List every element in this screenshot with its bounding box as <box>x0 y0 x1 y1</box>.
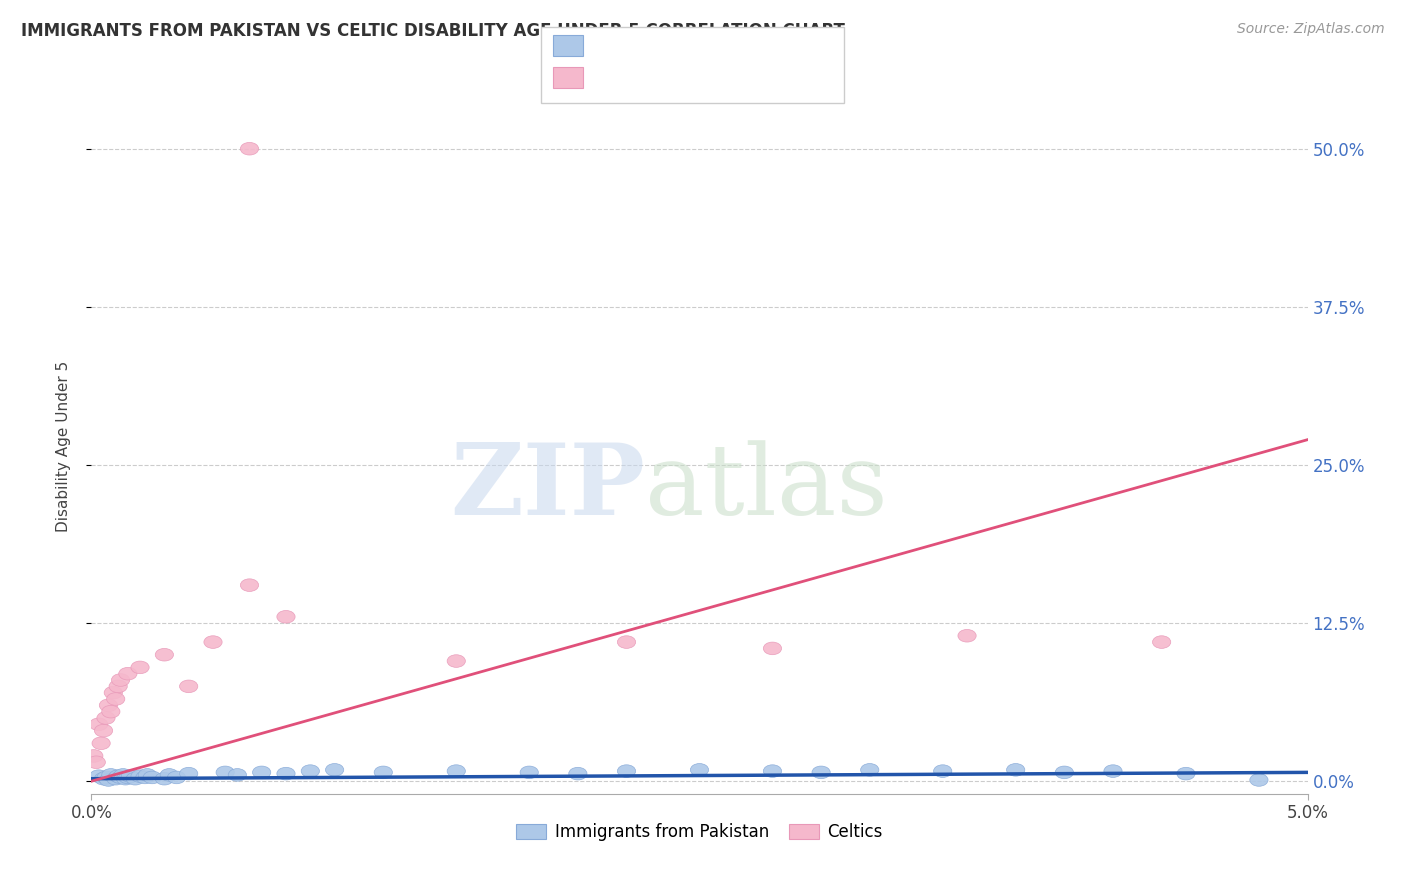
Ellipse shape <box>138 769 156 781</box>
Ellipse shape <box>228 769 246 781</box>
Ellipse shape <box>167 771 186 784</box>
Ellipse shape <box>1056 766 1073 779</box>
Ellipse shape <box>100 699 118 712</box>
Text: IMMIGRANTS FROM PAKISTAN VS CELTIC DISABILITY AGE UNDER 5 CORRELATION CHART: IMMIGRANTS FROM PAKISTAN VS CELTIC DISAB… <box>21 22 845 40</box>
Ellipse shape <box>117 772 135 785</box>
Ellipse shape <box>934 764 952 778</box>
Ellipse shape <box>763 764 782 778</box>
Ellipse shape <box>447 764 465 778</box>
Ellipse shape <box>277 610 295 624</box>
Ellipse shape <box>217 766 235 779</box>
Ellipse shape <box>91 737 110 749</box>
Ellipse shape <box>860 764 879 776</box>
Ellipse shape <box>90 770 108 782</box>
Ellipse shape <box>90 718 108 731</box>
Ellipse shape <box>374 766 392 779</box>
Ellipse shape <box>253 766 271 779</box>
Text: ZIP: ZIP <box>450 439 645 536</box>
Text: N = 42: N = 42 <box>731 37 799 54</box>
Ellipse shape <box>136 771 155 784</box>
Ellipse shape <box>155 772 173 785</box>
Ellipse shape <box>114 769 132 781</box>
Ellipse shape <box>104 686 122 699</box>
Ellipse shape <box>1153 636 1171 648</box>
Ellipse shape <box>110 680 128 693</box>
Ellipse shape <box>1007 764 1025 776</box>
Ellipse shape <box>118 667 136 680</box>
Ellipse shape <box>520 766 538 779</box>
Legend: Immigrants from Pakistan, Celtics: Immigrants from Pakistan, Celtics <box>509 817 890 848</box>
Ellipse shape <box>204 636 222 648</box>
Ellipse shape <box>690 764 709 776</box>
Ellipse shape <box>155 648 173 661</box>
Ellipse shape <box>94 772 112 785</box>
Text: R =  0.178: R = 0.178 <box>592 37 696 54</box>
Ellipse shape <box>121 770 139 782</box>
Ellipse shape <box>1177 767 1195 780</box>
Ellipse shape <box>301 764 319 778</box>
Ellipse shape <box>240 143 259 155</box>
Ellipse shape <box>131 661 149 673</box>
Ellipse shape <box>101 769 120 781</box>
Text: atlas: atlas <box>645 440 887 535</box>
Ellipse shape <box>84 749 103 763</box>
Ellipse shape <box>110 770 128 782</box>
Ellipse shape <box>111 673 129 686</box>
Text: R =  0.560: R = 0.560 <box>592 69 696 87</box>
Ellipse shape <box>180 680 198 693</box>
Ellipse shape <box>957 630 976 642</box>
Ellipse shape <box>1250 773 1268 786</box>
Ellipse shape <box>127 772 145 785</box>
Ellipse shape <box>87 756 105 769</box>
Y-axis label: Disability Age Under 5: Disability Age Under 5 <box>56 360 70 532</box>
Ellipse shape <box>617 764 636 778</box>
Text: N = 24: N = 24 <box>731 69 799 87</box>
Ellipse shape <box>813 766 830 779</box>
Ellipse shape <box>240 579 259 591</box>
Ellipse shape <box>277 767 295 780</box>
Ellipse shape <box>180 767 198 780</box>
Ellipse shape <box>326 764 343 776</box>
Ellipse shape <box>569 767 586 780</box>
Ellipse shape <box>101 706 120 718</box>
Ellipse shape <box>107 772 125 785</box>
Ellipse shape <box>617 636 636 648</box>
Ellipse shape <box>94 724 112 737</box>
Ellipse shape <box>100 773 118 786</box>
Ellipse shape <box>160 769 179 781</box>
Ellipse shape <box>1104 764 1122 778</box>
Ellipse shape <box>118 771 136 784</box>
Ellipse shape <box>447 655 465 667</box>
Ellipse shape <box>111 771 129 784</box>
Text: Source: ZipAtlas.com: Source: ZipAtlas.com <box>1237 22 1385 37</box>
Ellipse shape <box>107 693 125 706</box>
Ellipse shape <box>131 770 149 782</box>
Ellipse shape <box>763 642 782 655</box>
Ellipse shape <box>97 771 115 784</box>
Ellipse shape <box>97 712 115 724</box>
Ellipse shape <box>143 771 162 784</box>
